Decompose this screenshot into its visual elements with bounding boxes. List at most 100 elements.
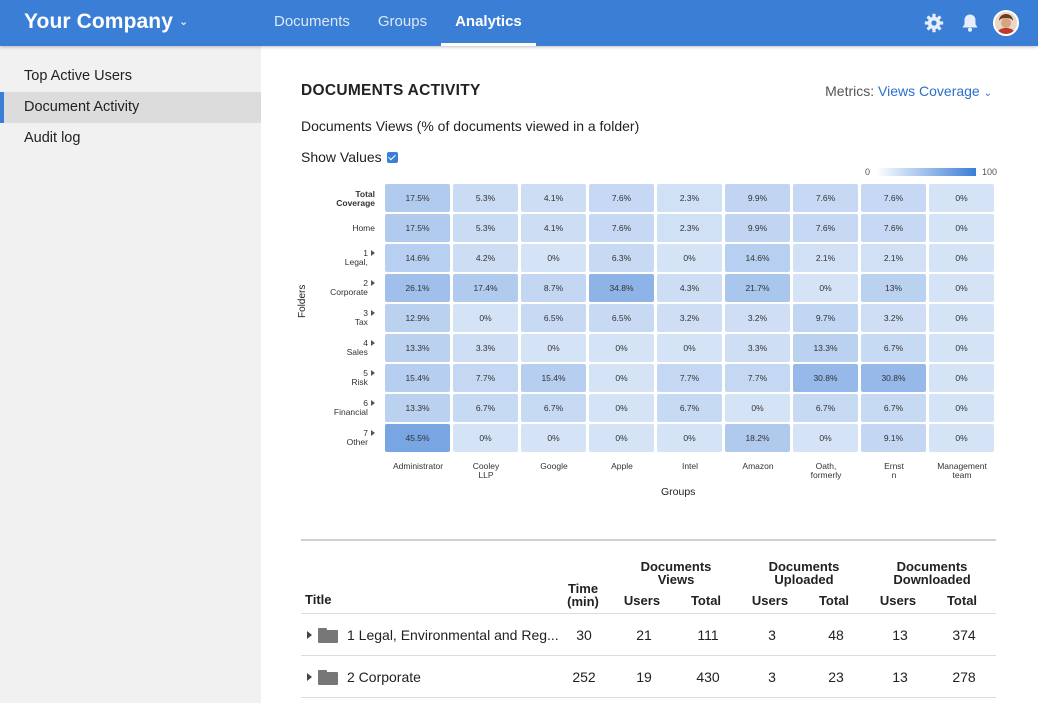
heatmap-cell[interactable]: 5.3% <box>453 214 518 242</box>
heatmap-cell[interactable]: 7.6% <box>793 184 858 212</box>
heatmap-cell[interactable]: 0% <box>929 274 994 302</box>
heatmap-cell[interactable]: 9.1% <box>861 424 926 452</box>
heatmap-cell[interactable]: 2.3% <box>657 184 722 212</box>
heatmap-cell[interactable]: 17.5% <box>385 184 450 212</box>
heatmap-cell[interactable]: 12.9% <box>385 304 450 332</box>
heatmap-cell[interactable]: 6.5% <box>589 304 654 332</box>
heatmap-cell[interactable]: 13.3% <box>385 334 450 362</box>
header-downloaded-total[interactable]: Total <box>946 593 978 608</box>
heatmap-cell[interactable]: 0% <box>929 244 994 272</box>
user-avatar[interactable] <box>992 9 1020 37</box>
sidebar-item-top-active-users[interactable]: Top Active Users <box>24 68 132 84</box>
header-uploaded-total[interactable]: Total <box>818 593 850 608</box>
gear-icon[interactable] <box>920 9 948 37</box>
heatmap-cell[interactable]: 0% <box>521 244 586 272</box>
metrics-dropdown[interactable]: Views Coverage ⌄ <box>878 83 992 99</box>
heatmap-cell[interactable]: 15.4% <box>521 364 586 392</box>
expand-arrow-icon[interactable] <box>371 340 375 346</box>
heatmap-cell[interactable]: 9.9% <box>725 184 790 212</box>
table-row[interactable]: 1 Legal, Environmental and Reg... 30 21 … <box>301 613 996 655</box>
heatmap-cell[interactable]: 2.1% <box>793 244 858 272</box>
show-values-checkbox[interactable] <box>386 151 398 163</box>
heatmap-cell[interactable]: 30.8% <box>793 364 858 392</box>
heatmap-cell[interactable]: 2.3% <box>657 214 722 242</box>
heatmap-cell[interactable]: 0% <box>929 184 994 212</box>
expand-arrow-icon[interactable] <box>371 280 375 286</box>
heatmap-cell[interactable]: 7.7% <box>657 364 722 392</box>
heatmap-cell[interactable]: 13% <box>861 274 926 302</box>
heatmap-cell[interactable]: 9.7% <box>793 304 858 332</box>
heatmap-cell[interactable]: 0% <box>929 304 994 332</box>
heatmap-cell[interactable]: 45.5% <box>385 424 450 452</box>
expand-arrow-icon[interactable] <box>307 631 312 639</box>
heatmap-cell[interactable]: 0% <box>589 424 654 452</box>
header-uploaded-users[interactable]: Users <box>751 593 789 608</box>
heatmap-cell[interactable]: 4.1% <box>521 214 586 242</box>
heatmap-cell[interactable]: 0% <box>589 334 654 362</box>
heatmap-cell[interactable]: 13.3% <box>385 394 450 422</box>
heatmap-cell[interactable]: 0% <box>725 394 790 422</box>
tab-groups[interactable]: Groups <box>377 13 428 30</box>
tab-analytics[interactable]: Analytics <box>441 0 536 46</box>
heatmap-cell[interactable]: 7.6% <box>793 214 858 242</box>
heatmap-cell[interactable]: 0% <box>521 424 586 452</box>
header-title[interactable]: Title <box>305 592 332 607</box>
heatmap-row-label[interactable]: 7 Other <box>346 428 375 447</box>
heatmap-cell[interactable]: 13.3% <box>793 334 858 362</box>
header-views-users[interactable]: Users <box>623 593 661 608</box>
expand-arrow-icon[interactable] <box>371 250 375 256</box>
expand-arrow-icon[interactable] <box>371 430 375 436</box>
heatmap-cell[interactable]: 26.1% <box>385 274 450 302</box>
heatmap-row-label[interactable]: 3 Tax <box>354 308 375 327</box>
heatmap-cell[interactable]: 0% <box>793 274 858 302</box>
table-row[interactable]: 2 Corporate 252 19 430 3 23 13 278 <box>301 655 996 697</box>
heatmap-cell[interactable]: 0% <box>453 424 518 452</box>
heatmap-cell[interactable]: 0% <box>521 334 586 362</box>
heatmap-cell[interactable]: 0% <box>929 424 994 452</box>
heatmap-cell[interactable]: 3.2% <box>725 304 790 332</box>
tab-documents[interactable]: Documents <box>274 13 350 30</box>
heatmap-cell[interactable]: 34.8% <box>589 274 654 302</box>
heatmap-cell[interactable]: 0% <box>929 394 994 422</box>
heatmap-row-label[interactable]: 5 Risk <box>351 368 375 387</box>
heatmap-cell[interactable]: 0% <box>929 334 994 362</box>
heatmap-cell[interactable]: 0% <box>589 394 654 422</box>
heatmap-cell[interactable]: 9.9% <box>725 214 790 242</box>
heatmap-row-label[interactable]: 6 Financial <box>333 398 375 417</box>
heatmap-cell[interactable]: 17.5% <box>385 214 450 242</box>
heatmap-cell[interactable]: 6.7% <box>861 394 926 422</box>
heatmap-cell[interactable]: 6.7% <box>521 394 586 422</box>
heatmap-cell[interactable]: 7.6% <box>589 214 654 242</box>
heatmap-row-label[interactable]: 2 Corporate <box>330 278 375 297</box>
company-menu[interactable]: Your Company ⌄ <box>24 10 188 34</box>
bell-icon[interactable] <box>956 9 984 37</box>
heatmap-row-label[interactable]: 4 Sales <box>346 338 375 357</box>
heatmap-row-label[interactable]: 1 Legal, <box>344 248 375 267</box>
expand-arrow-icon[interactable] <box>307 673 312 681</box>
heatmap-cell[interactable]: 14.6% <box>385 244 450 272</box>
heatmap-cell[interactable]: 6.7% <box>793 394 858 422</box>
expand-arrow-icon[interactable] <box>371 370 375 376</box>
heatmap-cell[interactable]: 7.7% <box>453 364 518 392</box>
heatmap-cell[interactable]: 30.8% <box>861 364 926 392</box>
heatmap-cell[interactable]: 0% <box>657 334 722 362</box>
heatmap-cell[interactable]: 0% <box>929 214 994 242</box>
heatmap-cell[interactable]: 6.5% <box>521 304 586 332</box>
heatmap-cell[interactable]: 3.3% <box>725 334 790 362</box>
heatmap-cell[interactable]: 7.7% <box>725 364 790 392</box>
heatmap-cell[interactable]: 14.6% <box>725 244 790 272</box>
heatmap-cell[interactable]: 2.1% <box>861 244 926 272</box>
heatmap-cell[interactable]: 21.7% <box>725 274 790 302</box>
heatmap-cell[interactable]: 6.7% <box>861 334 926 362</box>
sidebar-item-document-activity[interactable]: Document Activity <box>0 92 261 123</box>
heatmap-cell[interactable]: 3.2% <box>861 304 926 332</box>
heatmap-cell[interactable]: 7.6% <box>861 214 926 242</box>
heatmap-cell[interactable]: 0% <box>589 364 654 392</box>
heatmap-cell[interactable]: 0% <box>657 244 722 272</box>
sidebar-item-audit-log[interactable]: Audit log <box>24 130 81 146</box>
heatmap-cell[interactable]: 6.7% <box>453 394 518 422</box>
heatmap-cell[interactable]: 17.4% <box>453 274 518 302</box>
heatmap-cell[interactable]: 3.3% <box>453 334 518 362</box>
heatmap-cell[interactable]: 8.7% <box>521 274 586 302</box>
heatmap-cell[interactable]: 7.6% <box>589 184 654 212</box>
